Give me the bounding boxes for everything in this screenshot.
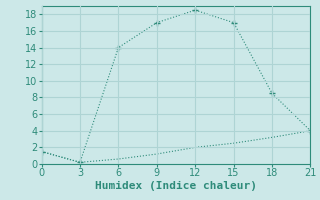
- X-axis label: Humidex (Indice chaleur): Humidex (Indice chaleur): [95, 181, 257, 191]
